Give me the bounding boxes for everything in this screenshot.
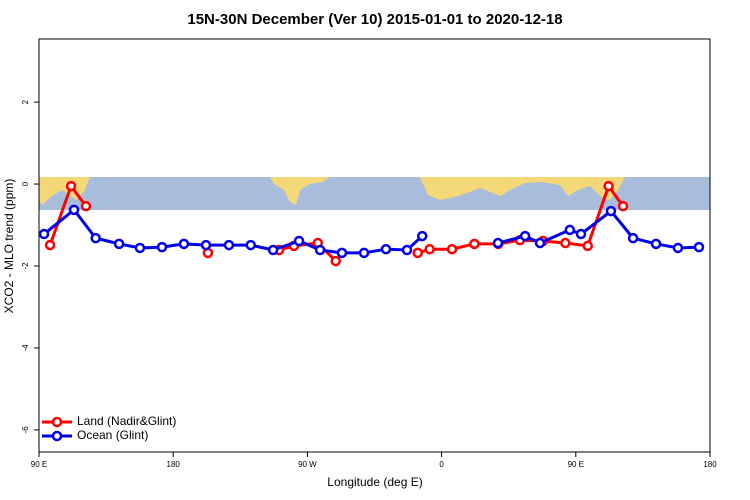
data-point	[469, 238, 480, 250]
data-point	[113, 238, 125, 250]
data-point	[693, 241, 705, 253]
data-point	[336, 247, 348, 259]
legend-label: Land (Nadir&Glint)	[77, 414, 176, 428]
x-tick-label: 180	[703, 460, 717, 469]
data-point	[617, 200, 629, 212]
data-point	[134, 242, 146, 254]
x-tick-label: 90 E	[31, 460, 47, 469]
x-tick-label: 90 W	[298, 460, 317, 469]
data-point	[38, 228, 50, 240]
data-point	[44, 239, 56, 251]
data-point	[575, 228, 587, 240]
data-point	[605, 205, 617, 217]
data-point	[401, 244, 413, 256]
data-point	[223, 239, 235, 251]
data-point	[65, 180, 77, 192]
map-strip	[39, 177, 710, 210]
data-point	[534, 237, 546, 249]
data-point	[582, 240, 593, 252]
data-point	[650, 238, 662, 250]
data-point	[200, 239, 212, 251]
data-point	[293, 235, 305, 247]
data-point	[564, 224, 576, 236]
x-tick-label: 90 E	[568, 460, 584, 469]
data-point	[90, 232, 101, 244]
data-point	[267, 244, 279, 256]
data-point	[245, 239, 256, 251]
data-point	[358, 247, 370, 259]
y-tick-label: -4	[21, 344, 30, 352]
x-tick-label: 0	[439, 460, 444, 469]
x-axis-label: Longitude (deg E)	[327, 475, 422, 489]
data-point	[424, 243, 435, 255]
data-point	[68, 204, 80, 216]
y-axis-label: XCO2 - MLO trend (ppm)	[2, 179, 16, 314]
data-point	[416, 230, 428, 242]
data-point	[380, 243, 392, 255]
data-point	[178, 238, 190, 250]
data-point	[519, 230, 531, 242]
data-point	[412, 247, 423, 259]
y-tick-label: 0	[21, 181, 30, 186]
data-point	[80, 200, 92, 212]
x-tick-label: 180	[167, 460, 181, 469]
legend-label: Ocean (Glint)	[77, 428, 148, 442]
data-point	[560, 237, 571, 249]
data-point	[603, 180, 614, 192]
data-point	[330, 255, 341, 267]
data-point	[492, 237, 504, 249]
data-point	[627, 232, 639, 244]
legend-marker	[51, 430, 63, 442]
data-point	[672, 242, 684, 254]
chart-title: 15N-30N December (Ver 10) 2015-01-01 to …	[187, 11, 562, 28]
y-tick-label: -6	[21, 426, 30, 434]
y-tick-label: 2	[21, 99, 30, 104]
data-point	[446, 243, 458, 255]
plot-frame	[38, 38, 711, 453]
legend-marker	[51, 416, 63, 428]
data-point	[314, 244, 326, 256]
legend: Land (Nadir&Glint)Ocean (Glint)	[42, 414, 176, 442]
y-tick-label: -2	[21, 262, 30, 270]
data-point	[156, 241, 168, 253]
